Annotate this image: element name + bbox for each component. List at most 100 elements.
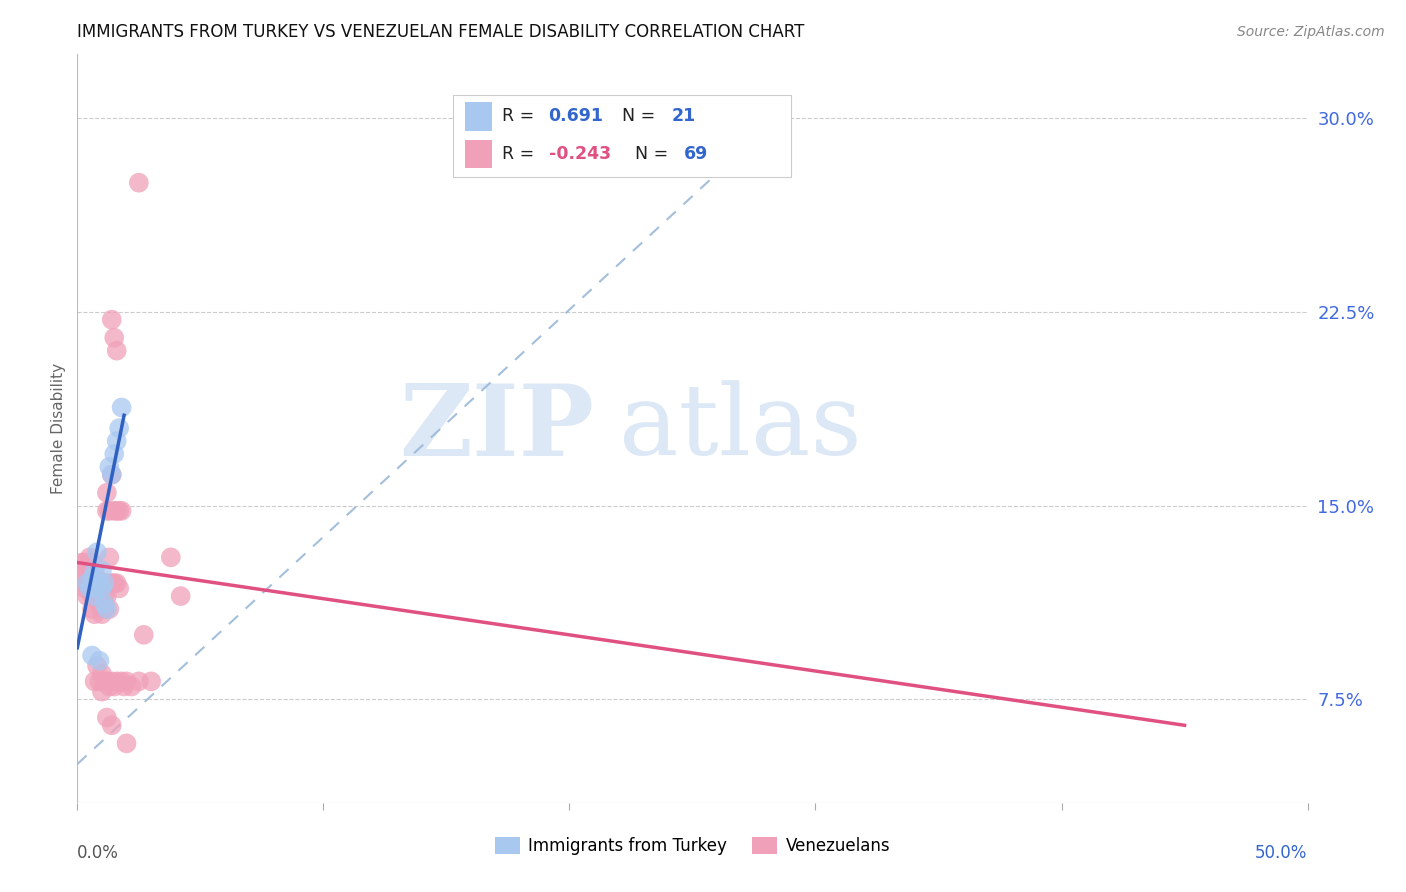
Point: [115, 736, 138, 750]
Point: [83, 589, 105, 603]
Text: Source: ZipAtlas.com: Source: ZipAtlas.com: [1237, 25, 1385, 39]
Point: [73, 571, 96, 585]
Text: IMMIGRANTS FROM TURKEY VS VENEZUELAN FEMALE DISABILITY CORRELATION CHART: IMMIGRANTS FROM TURKEY VS VENEZUELAN FEM…: [77, 23, 804, 41]
Text: N =: N =: [634, 145, 673, 163]
Point: [103, 331, 125, 345]
Point: [70, 556, 93, 570]
Point: [73, 556, 96, 570]
Point: [89, 576, 111, 591]
Point: [105, 576, 128, 591]
Point: [93, 597, 115, 611]
Text: 50.0%: 50.0%: [1256, 844, 1308, 862]
Point: [103, 504, 125, 518]
Point: [86, 589, 108, 603]
Point: [111, 674, 132, 689]
Point: [93, 602, 115, 616]
Y-axis label: Female Disability: Female Disability: [51, 362, 66, 494]
Point: [98, 576, 121, 591]
Point: [105, 343, 128, 358]
Point: [101, 467, 124, 482]
Point: [115, 674, 138, 689]
Point: [96, 674, 118, 689]
Point: [96, 485, 118, 500]
Point: [105, 674, 128, 689]
Point: [82, 648, 104, 663]
FancyBboxPatch shape: [453, 95, 792, 178]
Point: [76, 576, 98, 591]
Point: [86, 582, 108, 596]
Point: [90, 582, 114, 596]
Point: [103, 576, 125, 591]
Point: [96, 589, 118, 603]
Point: [89, 674, 111, 689]
Point: [79, 550, 101, 565]
Point: [86, 545, 108, 559]
Point: [98, 550, 121, 565]
Point: [111, 401, 132, 415]
Point: [93, 589, 115, 603]
Point: [96, 576, 118, 591]
Point: [93, 576, 115, 591]
Point: [82, 556, 104, 570]
Point: [90, 563, 114, 577]
Point: [141, 674, 163, 689]
Point: [98, 504, 121, 518]
FancyBboxPatch shape: [465, 103, 492, 131]
Text: R =: R =: [502, 107, 540, 126]
Point: [83, 582, 105, 596]
Point: [79, 571, 101, 585]
Point: [128, 674, 150, 689]
Point: [89, 576, 111, 591]
Point: [82, 589, 104, 603]
Point: [111, 504, 132, 518]
Point: [76, 589, 98, 603]
Point: [98, 680, 121, 694]
Point: [160, 550, 183, 565]
Point: [103, 680, 125, 694]
Point: [83, 607, 105, 622]
Text: 21: 21: [672, 107, 696, 126]
Point: [90, 684, 114, 698]
Point: [76, 563, 98, 577]
Legend: Immigrants from Turkey, Venezuelans: Immigrants from Turkey, Venezuelans: [488, 830, 897, 862]
Point: [105, 434, 128, 448]
Point: [96, 602, 118, 616]
Point: [90, 582, 114, 596]
Text: ZIP: ZIP: [399, 380, 595, 476]
Point: [105, 504, 128, 518]
Text: 69: 69: [683, 145, 709, 163]
Point: [86, 571, 108, 585]
Point: [98, 459, 121, 474]
Point: [76, 576, 98, 591]
Point: [112, 680, 135, 694]
Text: N =: N =: [623, 107, 661, 126]
Point: [79, 582, 101, 596]
Point: [132, 628, 155, 642]
Point: [79, 582, 101, 596]
Point: [89, 654, 111, 668]
Point: [128, 176, 150, 190]
Point: [93, 674, 115, 689]
Point: [101, 576, 124, 591]
Point: [89, 597, 111, 611]
Point: [96, 504, 118, 518]
Point: [101, 312, 124, 326]
Point: [82, 571, 104, 585]
Text: R =: R =: [502, 145, 540, 163]
Text: 0.0%: 0.0%: [77, 844, 120, 862]
Point: [98, 602, 121, 616]
FancyBboxPatch shape: [465, 140, 492, 169]
Point: [108, 421, 131, 435]
Point: [101, 467, 124, 482]
Point: [108, 504, 131, 518]
Point: [70, 576, 93, 591]
Text: 0.691: 0.691: [548, 107, 603, 126]
Point: [83, 563, 105, 577]
Point: [90, 607, 114, 622]
Point: [121, 680, 143, 694]
Point: [108, 582, 131, 596]
Point: [101, 674, 124, 689]
Text: -0.243: -0.243: [548, 145, 610, 163]
Point: [101, 718, 124, 732]
Point: [90, 666, 114, 681]
